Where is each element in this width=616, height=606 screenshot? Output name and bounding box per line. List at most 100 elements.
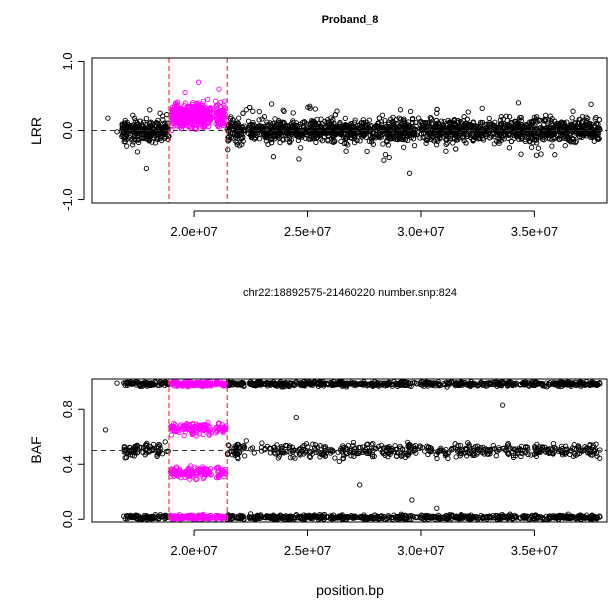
lrr-point [496, 138, 502, 144]
x-tick-label: 3.0e+07 [397, 224, 444, 239]
lrr-point [307, 105, 313, 111]
lrr-point [506, 114, 513, 120]
lrr-cnv-point [195, 79, 202, 85]
lrr-point [165, 136, 171, 142]
lrr-point [401, 144, 407, 150]
baf-point [593, 441, 599, 447]
lrr-point [412, 119, 419, 126]
lrr-point [506, 145, 513, 151]
lrr-point [245, 118, 252, 124]
lrr-point [250, 108, 256, 114]
baf-point [332, 455, 338, 461]
lrr-point [385, 142, 392, 148]
lrr-point [296, 156, 302, 162]
lrr-point [549, 143, 555, 149]
lrr-point [331, 120, 337, 126]
lrr-point [342, 115, 348, 122]
lrr-point [134, 149, 141, 155]
y-tick-label: -1.0 [60, 188, 75, 210]
x-tick-label: 3.5e+07 [511, 224, 558, 239]
lrr-point [435, 138, 441, 144]
lrr-point [479, 105, 485, 112]
lrr-point [280, 107, 286, 113]
lrr-point [588, 101, 594, 107]
lrr-point [105, 115, 111, 121]
lrr-point [533, 152, 540, 158]
lrr-point [552, 152, 558, 158]
lrr-point [543, 112, 549, 118]
lrr-panel: 2.0e+07 2.5e+07 3.0e+07 3.5e+07 -1.00.01.0 … [28, 52, 608, 239]
lrr-point [515, 100, 522, 106]
region-subtitle: chr22:18892575-21460220 number.snp:824 [243, 287, 457, 299]
baf-point [445, 455, 451, 462]
lrr-cnv-point [205, 96, 211, 103]
lrr-point [401, 116, 407, 122]
lrr-point [243, 107, 249, 113]
lrr-point [578, 119, 585, 126]
lrr-point [325, 116, 331, 123]
lrr-point [364, 148, 370, 155]
lrr-point [160, 117, 166, 123]
lrr-point [583, 114, 589, 120]
baf-panel: 2.0e+07 2.5e+07 3.0e+07 3.5e+07 0.00.40.8 B… [28, 378, 608, 558]
lrr-point [465, 109, 471, 115]
baf-point [351, 453, 357, 459]
lrr-point [530, 140, 536, 146]
lrr-point [416, 115, 422, 121]
lrr-point [405, 119, 412, 125]
lrr-point [234, 139, 240, 146]
lrr-point [443, 148, 449, 154]
lrr-point [306, 136, 312, 142]
lrr-point [307, 136, 313, 142]
lrr-point [538, 151, 544, 157]
lrr-point [487, 120, 493, 126]
lrr-y-axis: -1.0 0.0 1.0 [60, 52, 85, 211]
lrr-point [428, 116, 435, 122]
lrr-point [380, 141, 386, 147]
lrr-point [433, 142, 440, 148]
lrr-point [124, 143, 130, 149]
lrr-point [535, 145, 542, 151]
lrr-point [443, 141, 449, 147]
baf-point [251, 450, 257, 456]
lrr-point [256, 108, 262, 115]
lrr-point [157, 110, 163, 116]
lrr-y-axis-label: LRR [28, 117, 44, 145]
lrr-point [122, 117, 128, 124]
lrr-point [548, 118, 555, 124]
lrr-point [562, 142, 568, 149]
x-tick-label: 2.5e+07 [284, 224, 331, 239]
lrr-point [144, 121, 150, 128]
lrr-point [303, 121, 310, 127]
baf-point [242, 453, 248, 459]
lrr-point [412, 126, 419, 133]
baf-point [162, 439, 168, 445]
lrr-point [508, 138, 515, 145]
lrr-point [423, 140, 429, 146]
lrr-point [286, 135, 292, 141]
lrr-point [295, 137, 302, 144]
lrr-point [143, 115, 150, 122]
lrr-point [406, 170, 413, 176]
lrr-point [268, 101, 275, 107]
baf-point [453, 454, 459, 460]
baf-point [493, 453, 499, 459]
lrr-point [114, 129, 120, 135]
lrr-point [570, 108, 576, 114]
lrr-point [528, 144, 535, 151]
lrr-point [569, 115, 575, 121]
lrr-point [270, 154, 277, 160]
y-tick-label: 1.0 [60, 52, 75, 70]
lrr-point [546, 117, 552, 123]
y-tick-label: 0.0 [60, 121, 75, 139]
lrr-point [290, 110, 296, 116]
lrr-cnv-point [182, 89, 188, 96]
baf-point [287, 454, 294, 461]
lrr-point [147, 107, 153, 113]
lrr-point [281, 108, 287, 115]
lrr-x-axis: 2.0e+07 2.5e+07 3.0e+07 3.5e+07 [170, 210, 558, 239]
lrr-point [518, 151, 524, 157]
lrr-point [381, 157, 387, 163]
lrr-point [143, 165, 150, 172]
